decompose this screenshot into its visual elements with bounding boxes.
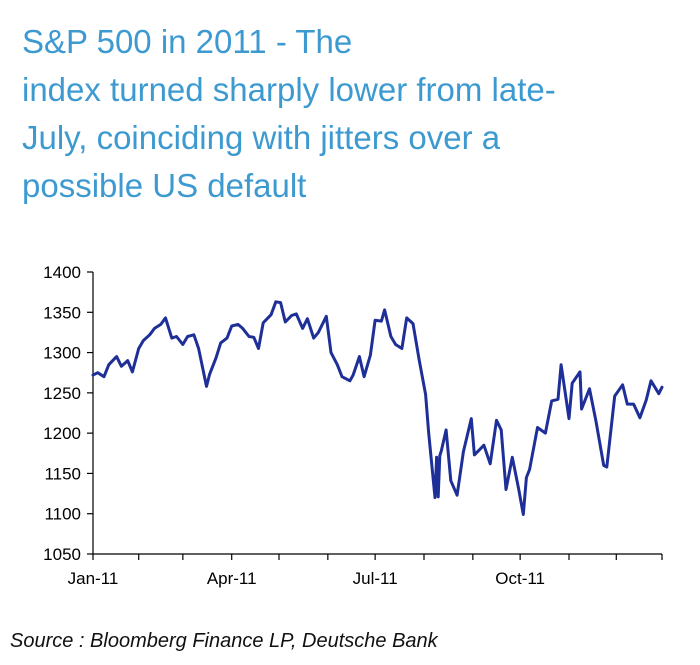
title-line: July, coinciding with jitters over a [22, 119, 501, 156]
title-line: S&P 500 in 2011 - The [22, 23, 353, 60]
x-tick-labels: Jan-11 Apr-11 Jul-11 Oct-11 [68, 569, 545, 588]
title-line: possible US default [22, 167, 307, 204]
y-tick-label: 1350 [43, 303, 81, 322]
chart-title: S&P 500 in 2011 - The index turned sharp… [22, 18, 692, 210]
y-tick-label: 1250 [43, 384, 81, 403]
y-tick-label: 1400 [43, 263, 81, 282]
x-tick-label: Jan-11 [68, 569, 119, 588]
x-tick-label: Oct-11 [495, 569, 545, 588]
x-tick-label: Apr-11 [207, 569, 257, 588]
y-tick-label: 1150 [44, 464, 81, 483]
y-tick-labels: 1050 1100 1150 1200 1250 1300 1350 1400 [43, 263, 81, 564]
x-tick-label: Jul-11 [353, 569, 398, 588]
line-chart: 1050 1100 1150 1200 1250 1300 1350 1400 Jan-11 A… [43, 263, 664, 588]
title-line: index turned sharply lower from late- [22, 71, 556, 108]
y-tick-label: 1200 [43, 424, 81, 443]
source-note: Source : Bloomberg Finance LP, Deutsche … [10, 630, 438, 652]
chart-axes [87, 271, 663, 560]
y-tick-label: 1050 [43, 545, 81, 564]
y-tick-label: 1100 [44, 505, 81, 524]
y-tick-label: 1300 [43, 344, 81, 363]
sp500-series-line [91, 300, 664, 516]
